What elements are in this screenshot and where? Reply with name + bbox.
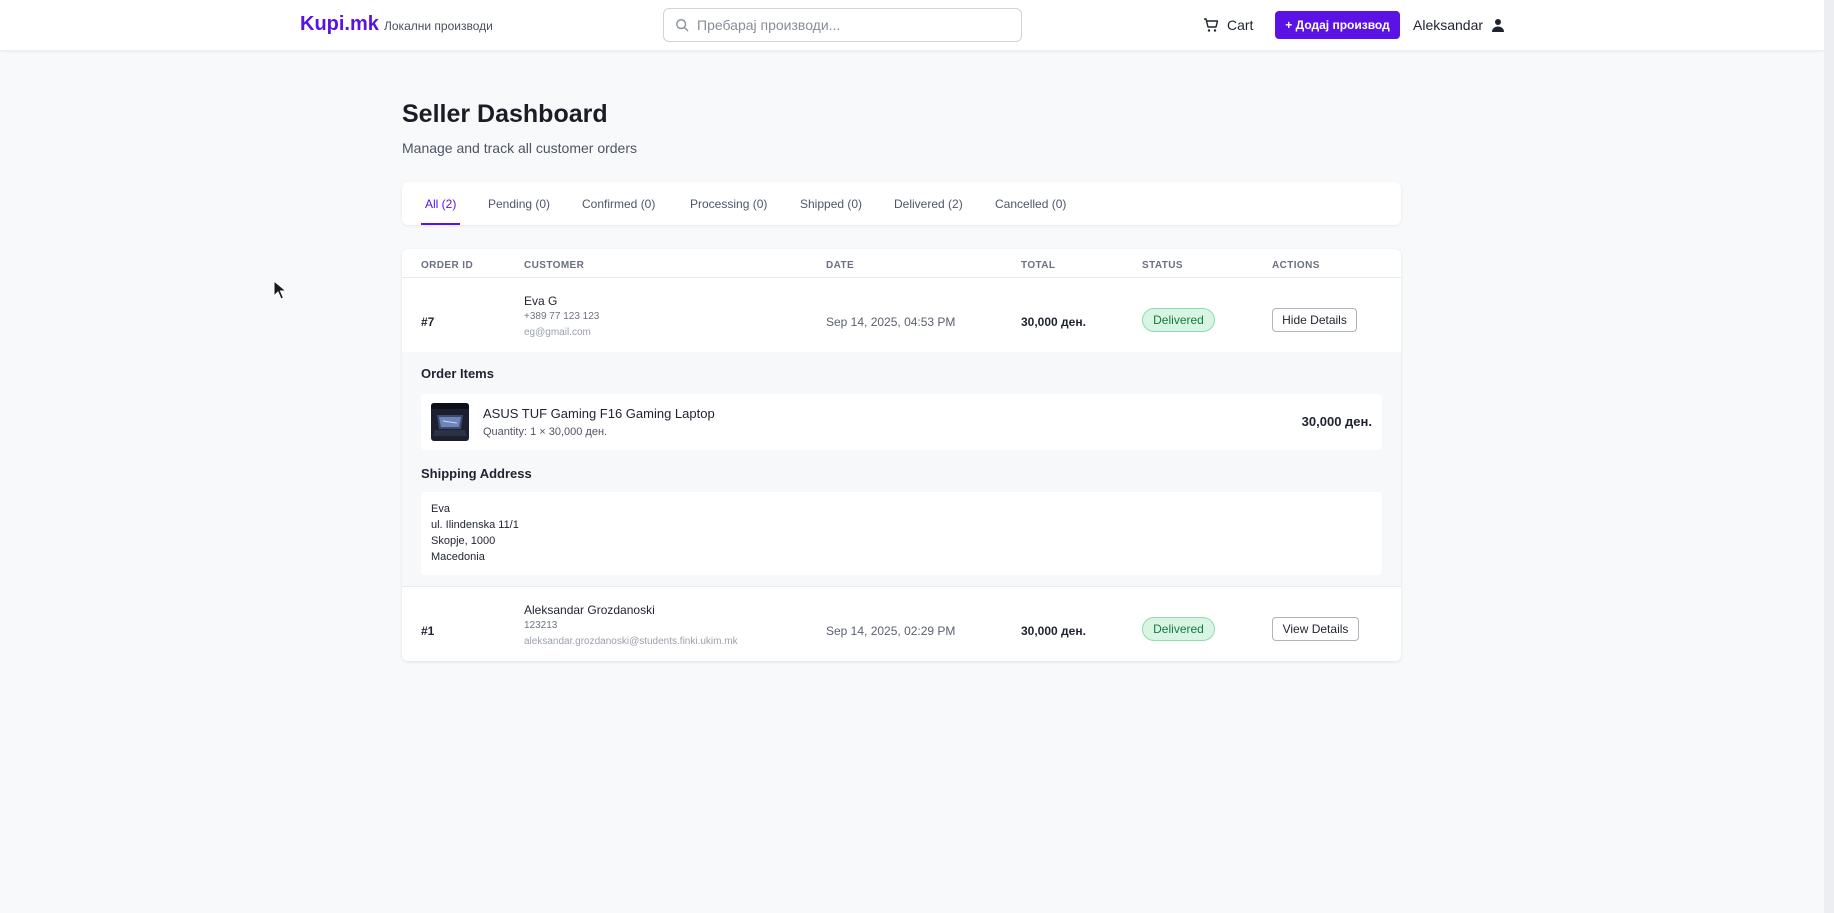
brand-tagline: Локални производи (384, 19, 493, 33)
shipping-address-title: Shipping Address (421, 466, 532, 481)
tab-shipped[interactable]: Shipped (0) (800, 197, 863, 211)
column-header-customer: CUSTOMER (524, 260, 585, 271)
column-header-order-id: ORDER ID (421, 260, 474, 271)
customer-email: eg@gmail.com (524, 327, 591, 338)
shipping-address: Eva ul. Ilindenska 11/1 Skopje, 1000 Mac… (421, 492, 1382, 575)
column-header-status: STATUS (1142, 260, 1183, 271)
header-divider (402, 277, 1401, 278)
mouse-cursor-icon (273, 280, 287, 300)
order-items-title: Order Items (421, 366, 494, 381)
page-scrollbar[interactable] (1824, 0, 1834, 913)
order-item: ASUS TUF Gaming F16 Gaming Laptop Quanti… (421, 394, 1382, 450)
column-header-total: TOTAL (1021, 260, 1056, 271)
user-menu[interactable]: Aleksandar (1413, 14, 1505, 36)
customer-name: Eva G (524, 294, 558, 308)
status-badge: Delivered (1142, 308, 1215, 332)
top-navbar: Kupi.mk Локални производи Cart + Додај п… (0, 0, 1824, 50)
product-thumbnail (431, 403, 469, 441)
brand-logo[interactable]: Kupi.mk (300, 13, 379, 35)
address-city: Skopje, 1000 (431, 535, 496, 547)
column-header-actions: ACTIONS (1272, 260, 1320, 271)
tab-pending[interactable]: Pending (0) (488, 197, 551, 211)
tab-processing[interactable]: Processing (0) (690, 197, 768, 211)
product-price: 30,000 ден. (1301, 414, 1372, 429)
address-street: ul. Ilindenska 11/1 (431, 519, 519, 531)
view-details-button[interactable]: View Details (1272, 617, 1359, 641)
search-input[interactable] (697, 15, 1007, 35)
tab-all[interactable]: All (2) (425, 197, 457, 211)
row-divider (402, 586, 1401, 587)
customer-phone: +389 77 123 123 (524, 311, 600, 322)
customer-email: aleksandar.grozdanoski@students.finki.uk… (524, 636, 738, 647)
tab-confirmed[interactable]: Confirmed (0) (582, 197, 656, 211)
page-title: Seller Dashboard (402, 100, 608, 128)
status-badge: Delivered (1142, 617, 1215, 641)
cart-link[interactable]: Cart (1203, 14, 1253, 36)
hide-details-button[interactable]: Hide Details (1272, 308, 1357, 332)
address-country: Macedonia (431, 551, 485, 563)
product-quantity: Quantity: 1 × 30,000 ден. (483, 426, 608, 438)
order-id: #1 (421, 624, 435, 638)
search-box[interactable] (663, 8, 1022, 42)
add-product-button[interactable]: + Додај производ (1275, 11, 1400, 39)
order-total: 30,000 ден. (1021, 624, 1086, 638)
order-details-panel: Order Items ASUS TUF Gaming F16 Gaming L… (402, 352, 1401, 586)
order-id: #7 (421, 315, 435, 329)
user-name: Aleksandar (1413, 17, 1484, 33)
order-total: 30,000 ден. (1021, 315, 1086, 329)
orders-table: ORDER ID CUSTOMER DATE TOTAL STATUS ACTI… (402, 249, 1401, 661)
tab-cancelled[interactable]: Cancelled (0) (995, 197, 1067, 211)
cart-icon (1204, 18, 1219, 32)
customer-name: Aleksandar Grozdanoski (524, 603, 655, 617)
tab-delivered[interactable]: Delivered (2) (894, 197, 963, 211)
search-icon (676, 19, 689, 32)
address-name: Eva (431, 503, 450, 515)
active-tab-indicator (421, 223, 460, 225)
cart-label: Cart (1227, 17, 1254, 33)
product-name: ASUS TUF Gaming F16 Gaming Laptop (483, 406, 715, 421)
customer-phone: 123213 (524, 620, 558, 631)
order-date: Sep 14, 2025, 02:29 PM (826, 624, 956, 638)
order-status-tabs: All (2) Pending (0) Confirmed (0) Proces… (402, 182, 1401, 225)
column-header-date: DATE (826, 260, 855, 271)
order-date: Sep 14, 2025, 04:53 PM (826, 315, 956, 329)
user-icon (1492, 19, 1505, 32)
page-subtitle: Manage and track all customer orders (402, 140, 637, 156)
